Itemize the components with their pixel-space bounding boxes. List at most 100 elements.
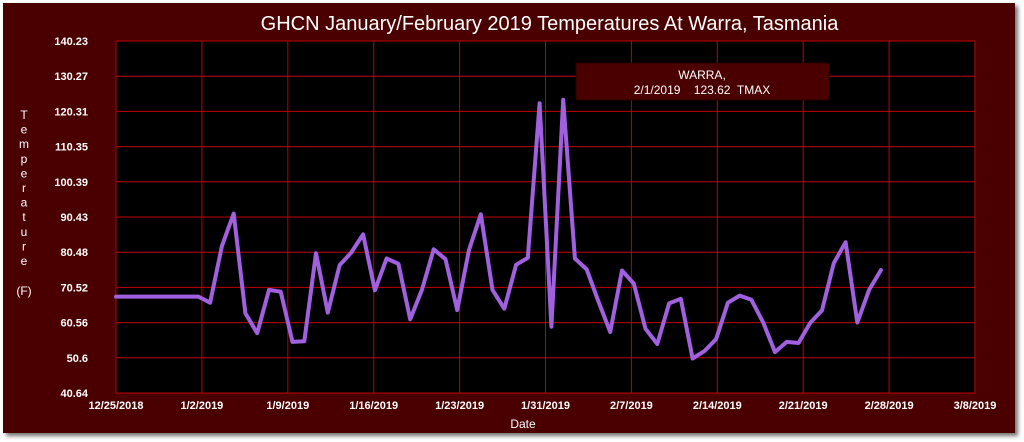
y-axis-label-char: e <box>21 254 28 268</box>
data-point <box>702 349 706 353</box>
data-point <box>773 350 777 354</box>
y-axis-label-char: m <box>19 137 29 151</box>
data-point <box>738 294 742 298</box>
y-axis-label-char: p <box>21 152 28 166</box>
data-point <box>408 317 412 321</box>
y-tick-label: 80.48 <box>60 247 88 259</box>
y-axis-label-char: u <box>21 225 28 239</box>
data-point <box>420 288 424 292</box>
data-point <box>538 101 542 105</box>
data-point <box>832 261 836 265</box>
data-point <box>514 263 518 267</box>
y-tick-label: 50.6 <box>67 353 88 365</box>
x-tick-label: 2/14/2019 <box>693 400 742 412</box>
y-axis-label-char: a <box>21 196 28 210</box>
data-point <box>385 256 389 260</box>
data-point <box>632 282 636 286</box>
data-point <box>467 248 471 252</box>
data-point <box>338 263 342 267</box>
data-point <box>349 250 353 254</box>
y-tick-label: 140.23 <box>54 36 88 48</box>
y-axis-label-char: r <box>22 239 26 253</box>
data-point <box>808 321 812 325</box>
data-point <box>644 327 648 331</box>
tooltip-line-1: WARRA, <box>678 68 726 82</box>
x-tick-label: 1/31/2019 <box>521 400 570 412</box>
data-point <box>655 342 659 346</box>
x-tick-label: 2/21/2019 <box>779 400 828 412</box>
data-point <box>561 98 565 102</box>
data-point <box>479 212 483 216</box>
data-point <box>714 337 718 341</box>
data-point <box>502 307 506 311</box>
x-tick-label: 1/23/2019 <box>435 400 484 412</box>
y-axis-label: Temperature <box>19 108 29 268</box>
x-axis-label: Date <box>510 417 536 431</box>
x-tick-label: 1/2/2019 <box>180 400 223 412</box>
data-point <box>667 301 671 305</box>
x-tick-label: 1/9/2019 <box>266 400 309 412</box>
y-axis-label-char: T <box>20 108 28 122</box>
data-point <box>867 288 871 292</box>
series-line-warra <box>114 97 883 361</box>
y-axis-label-char: e <box>21 166 28 180</box>
data-point <box>879 268 883 272</box>
data-point <box>291 340 295 344</box>
y-axis-label-char: r <box>22 181 26 195</box>
chart-title: GHCN January/February 2019 Temperatures … <box>261 13 840 35</box>
tooltip-line-2: 2/1/2019 123.62 TMAX <box>634 83 771 97</box>
data-point <box>620 268 624 272</box>
y-tick-label: 130.27 <box>54 71 88 83</box>
y-axis-label-char: e <box>21 123 28 137</box>
data-point <box>232 212 236 216</box>
data-point <box>432 247 436 251</box>
data-point <box>455 308 459 312</box>
x-tick-label: 1/16/2019 <box>349 400 398 412</box>
x-tick-label: 2/7/2019 <box>610 400 653 412</box>
y-axis-unit: (F) <box>16 284 31 298</box>
y-tick-label: 110.35 <box>55 142 88 154</box>
data-point <box>114 295 118 299</box>
x-tick-label: 12/25/2018 <box>88 400 143 412</box>
data-point <box>396 262 400 266</box>
y-tick-labels: 40.64 50.6 60.56 70.52 80.48 90.43 100.39 110.3… <box>54 36 89 400</box>
y-tick-label: 70.52 <box>60 282 88 294</box>
data-point <box>726 301 730 305</box>
data-point <box>608 330 612 334</box>
data-point <box>302 339 306 343</box>
data-points <box>114 98 883 361</box>
y-axis-label-char: t <box>22 210 26 224</box>
data-point <box>208 301 212 305</box>
data-point <box>373 288 377 292</box>
data-point <box>679 297 683 301</box>
data-point <box>314 251 318 255</box>
data-point <box>491 288 495 292</box>
data-point <box>196 295 200 299</box>
y-tick-label: 40.64 <box>60 388 88 400</box>
data-point <box>267 288 271 292</box>
y-tick-label: 60.56 <box>60 318 88 330</box>
data-point <box>220 244 224 248</box>
data-point <box>761 320 765 324</box>
data-point <box>526 256 530 260</box>
grid-horizontal <box>116 40 975 394</box>
data-point <box>749 298 753 302</box>
y-tick-label: 100.39 <box>54 177 88 189</box>
data-point <box>844 240 848 244</box>
data-point <box>549 325 553 329</box>
tooltip: WARRA, 2/1/2019 123.62 TMAX <box>575 62 830 101</box>
data-point <box>361 232 365 236</box>
data-point <box>255 331 259 335</box>
y-tick-label: 120.31 <box>54 106 88 118</box>
data-point <box>796 341 800 345</box>
data-point <box>820 308 824 312</box>
data-point <box>443 257 447 261</box>
y-tick-label: 90.43 <box>60 212 88 224</box>
data-point <box>691 357 695 361</box>
data-point <box>785 340 789 344</box>
chart-svg: GHCN January/February 2019 Temperatures … <box>16 13 996 431</box>
tooltip-box <box>575 62 830 101</box>
data-point <box>855 320 859 324</box>
x-tick-label: 2/28/2019 <box>865 400 914 412</box>
data-point <box>596 300 600 304</box>
